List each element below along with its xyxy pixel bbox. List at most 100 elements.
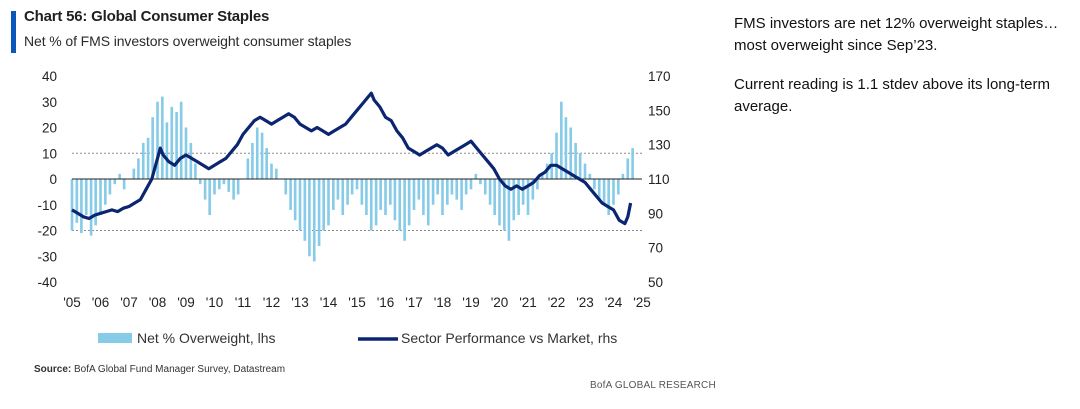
rhs-axis: 170 150 130 110 90 70 50 (648, 69, 671, 290)
bar-117 (626, 158, 630, 179)
x-tick-10: '15 (348, 295, 366, 310)
bar-85 (474, 173, 478, 179)
rhs-tick-6: 50 (648, 275, 663, 290)
lhs-tick-4: 0 (49, 172, 57, 187)
bar-105 (569, 127, 573, 179)
x-tick-5: '10 (206, 295, 224, 310)
bar-45 (284, 179, 288, 195)
chart-title: Chart 56: Global Consumer Staples (24, 8, 270, 25)
x-tick-15: '20 (491, 295, 509, 310)
reference-lines (72, 152, 642, 231)
rhs-tick-2: 130 (648, 138, 671, 153)
bar-64 (374, 179, 378, 226)
x-tick-1: '06 (92, 295, 110, 310)
bar-99 (540, 173, 544, 179)
bar-41 (265, 148, 268, 179)
bar-62 (365, 179, 368, 216)
chart-canvas: 40 30 20 10 0 -10 -20 -30 -40 170 150 130 110 90 70 50… (37, 69, 671, 346)
bar-74 (422, 179, 425, 216)
bar-6 (99, 179, 102, 216)
bar-5 (94, 179, 97, 226)
source-label: Source: (34, 364, 72, 375)
bar-33 (227, 179, 231, 192)
bar-10 (118, 173, 121, 179)
bar-9 (113, 179, 117, 185)
x-tick-2: '07 (120, 295, 138, 310)
bar-93 (512, 179, 516, 221)
commentary-note-2: Current reading is 1.1 stdev above its l… (734, 76, 1050, 115)
bar-55 (332, 179, 335, 210)
bar-75 (426, 179, 430, 226)
bar-111 (597, 179, 601, 200)
bar-11 (122, 179, 126, 190)
legend-line-label: Sector Performance vs Market, rhs (401, 330, 617, 346)
bar-104 (564, 117, 568, 179)
bar-23 (179, 101, 183, 179)
bar-110 (593, 179, 596, 190)
x-tick-4: '09 (177, 295, 195, 310)
bar-63 (369, 179, 373, 231)
x-tick-8: '13 (291, 295, 309, 310)
bar-108 (583, 163, 587, 179)
bar-70 (403, 179, 406, 241)
rhs-tick-4: 90 (648, 206, 663, 221)
source-note: Source: BofA Global Fund Manager Survey,… (34, 364, 285, 375)
bar-69 (398, 179, 402, 231)
source-text: BofA Global Fund Manager Survey, Datastr… (74, 364, 286, 375)
bar-42 (270, 163, 273, 179)
bar-39 (255, 127, 259, 179)
x-tick-13: '18 (434, 295, 452, 310)
bar-106 (574, 142, 577, 179)
bar-83 (464, 179, 468, 195)
bar-84 (469, 179, 473, 190)
bar-56 (336, 179, 340, 200)
bar-115 (617, 179, 620, 195)
bar-3 (84, 179, 88, 216)
bar-82 (460, 179, 463, 210)
x-tick-7: '12 (263, 295, 281, 310)
x-tick-11: '16 (377, 295, 395, 310)
lhs-tick-7: -30 (37, 249, 57, 264)
bar-27 (198, 179, 202, 185)
bar-86 (479, 179, 482, 185)
rhs-tick-3: 110 (648, 172, 670, 187)
bar-59 (350, 179, 354, 195)
bar-50 (308, 179, 311, 257)
bar-118 (631, 148, 634, 179)
bar-46 (289, 179, 292, 210)
bar-72 (412, 179, 416, 210)
bar-79 (446, 179, 449, 205)
bar-1 (75, 179, 79, 223)
bar-57 (341, 179, 345, 216)
bar-52 (317, 179, 321, 246)
bar-71 (407, 179, 411, 226)
lhs-tick-1: 30 (42, 95, 57, 110)
bar-4 (89, 179, 93, 236)
lhs-tick-5: -10 (37, 198, 57, 213)
bar-0 (70, 179, 74, 231)
bar-89 (493, 179, 496, 216)
chart-subtitle: Net % of FMS investors overweight consum… (24, 33, 352, 49)
bar-43 (275, 168, 278, 179)
title-accent-bar (11, 11, 16, 53)
x-axis: '05 '06 '07 '08 '09 '10 '11 '12 '13 '14 '15 '16 '17 '… (63, 295, 651, 310)
bar-28 (203, 179, 207, 200)
bar-7 (104, 179, 107, 205)
bar-81 (455, 179, 459, 200)
bar-31 (218, 179, 221, 190)
bar-22 (175, 112, 178, 179)
bar-13 (132, 168, 136, 179)
bar-114 (612, 179, 615, 205)
bar-73 (417, 179, 421, 200)
brand-footer: BofA GLOBAL RESEARCH (590, 380, 716, 391)
legend-bar-label: Net % Overweight, lhs (137, 330, 276, 346)
bar-80 (450, 179, 454, 195)
bar-60 (355, 179, 359, 190)
bar-16 (146, 137, 150, 179)
bar-103 (560, 101, 563, 179)
commentary-note-1: FMS investors are net 12% overweight sta… (734, 15, 1059, 54)
bar-51 (312, 179, 316, 262)
bar-25 (189, 142, 193, 179)
lhs-tick-0: 40 (42, 69, 57, 84)
bar-24 (184, 127, 188, 179)
